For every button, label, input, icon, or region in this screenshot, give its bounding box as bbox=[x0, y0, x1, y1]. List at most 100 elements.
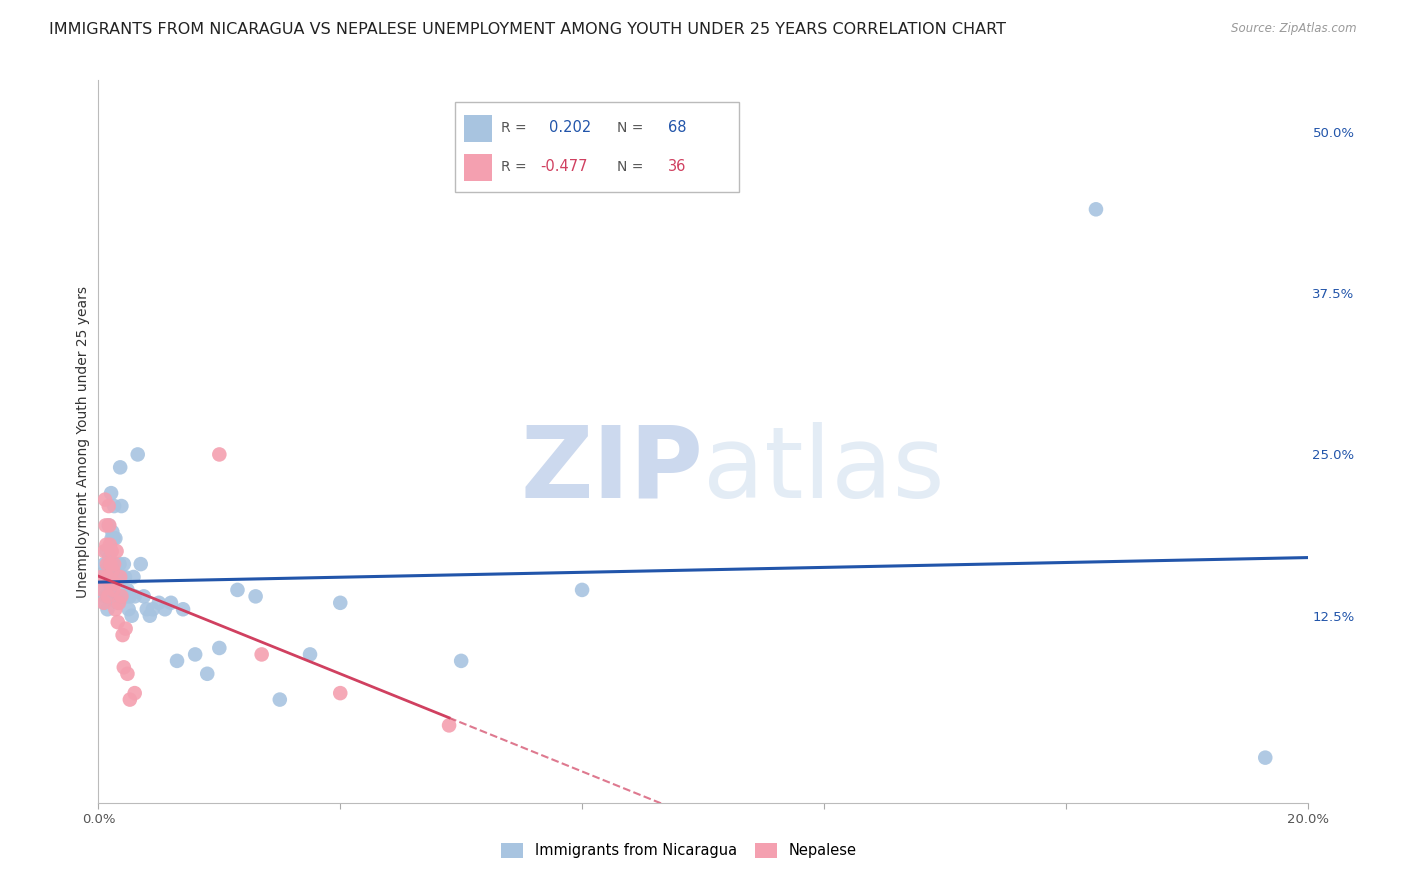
Point bbox=[107, 615, 129, 630]
Point bbox=[166, 654, 188, 668]
Point bbox=[118, 602, 141, 616]
Point bbox=[142, 602, 165, 616]
Point bbox=[139, 608, 162, 623]
Point bbox=[94, 518, 117, 533]
Point bbox=[117, 666, 139, 681]
Point bbox=[103, 557, 125, 571]
Point bbox=[104, 531, 127, 545]
Legend: Immigrants from Nicaragua, Nepalese: Immigrants from Nicaragua, Nepalese bbox=[496, 837, 862, 864]
Point bbox=[124, 590, 146, 604]
Point bbox=[103, 590, 125, 604]
Point bbox=[115, 590, 138, 604]
Point bbox=[112, 660, 135, 674]
Point bbox=[105, 544, 128, 558]
Point bbox=[122, 570, 145, 584]
Point bbox=[96, 538, 118, 552]
Point bbox=[103, 582, 125, 597]
Point bbox=[100, 544, 122, 558]
Point bbox=[100, 570, 122, 584]
Point bbox=[114, 622, 136, 636]
Point bbox=[96, 570, 118, 584]
Point bbox=[98, 538, 121, 552]
Point bbox=[226, 582, 249, 597]
Point bbox=[127, 447, 149, 461]
Text: ZIP: ZIP bbox=[520, 422, 703, 519]
Point bbox=[105, 570, 128, 584]
Point bbox=[100, 590, 122, 604]
Point bbox=[100, 570, 122, 584]
Point bbox=[93, 596, 115, 610]
Point bbox=[571, 582, 593, 597]
Point bbox=[91, 582, 114, 597]
Point bbox=[97, 499, 120, 513]
Point bbox=[93, 557, 115, 571]
Point bbox=[100, 486, 122, 500]
Point bbox=[112, 557, 135, 571]
Point bbox=[118, 692, 141, 706]
Point bbox=[101, 524, 124, 539]
Point bbox=[103, 531, 125, 545]
Point bbox=[94, 492, 117, 507]
Point bbox=[108, 596, 131, 610]
Point bbox=[101, 564, 124, 578]
Text: atlas: atlas bbox=[703, 422, 945, 519]
Point bbox=[1085, 202, 1108, 217]
Point bbox=[104, 602, 127, 616]
Point bbox=[96, 557, 118, 571]
Point bbox=[91, 582, 114, 597]
Point bbox=[97, 518, 120, 533]
Text: IMMIGRANTS FROM NICARAGUA VS NEPALESE UNEMPLOYMENT AMONG YOUTH UNDER 25 YEARS CO: IMMIGRANTS FROM NICARAGUA VS NEPALESE UN… bbox=[49, 22, 1007, 37]
Point bbox=[105, 557, 128, 571]
Point bbox=[118, 590, 141, 604]
Point bbox=[96, 570, 118, 584]
Point bbox=[98, 576, 121, 591]
Point bbox=[108, 557, 131, 571]
Point bbox=[450, 654, 472, 668]
Point bbox=[104, 564, 127, 578]
Point bbox=[110, 590, 132, 604]
Point bbox=[104, 576, 127, 591]
Point bbox=[124, 686, 146, 700]
Point bbox=[98, 518, 121, 533]
Point bbox=[100, 531, 122, 545]
Point bbox=[160, 596, 183, 610]
Point bbox=[108, 570, 131, 584]
Point bbox=[103, 499, 125, 513]
Point bbox=[114, 570, 136, 584]
Point bbox=[129, 557, 152, 571]
Point bbox=[329, 596, 352, 610]
Point bbox=[94, 590, 117, 604]
Point bbox=[94, 564, 117, 578]
Point bbox=[100, 557, 122, 571]
Point bbox=[245, 590, 267, 604]
Point bbox=[96, 602, 118, 616]
Point bbox=[98, 550, 121, 565]
Point bbox=[93, 544, 115, 558]
Point bbox=[299, 648, 322, 662]
Point bbox=[90, 570, 112, 584]
Point bbox=[110, 499, 132, 513]
Point bbox=[121, 608, 143, 623]
Point bbox=[108, 460, 131, 475]
Point bbox=[148, 596, 170, 610]
Point bbox=[117, 582, 139, 597]
Point bbox=[98, 557, 121, 571]
Point bbox=[111, 628, 134, 642]
Point bbox=[184, 648, 207, 662]
Point bbox=[329, 686, 352, 700]
Point bbox=[111, 570, 134, 584]
Point bbox=[172, 602, 194, 616]
Point bbox=[153, 602, 176, 616]
Point bbox=[437, 718, 460, 732]
Point bbox=[135, 602, 157, 616]
Point bbox=[269, 692, 291, 706]
Point bbox=[1254, 750, 1277, 764]
Point bbox=[111, 590, 134, 604]
Point bbox=[100, 576, 122, 591]
Point bbox=[97, 570, 120, 584]
Point bbox=[132, 590, 155, 604]
Point bbox=[107, 570, 129, 584]
Point bbox=[104, 557, 127, 571]
Point bbox=[93, 596, 115, 610]
Point bbox=[208, 640, 231, 655]
